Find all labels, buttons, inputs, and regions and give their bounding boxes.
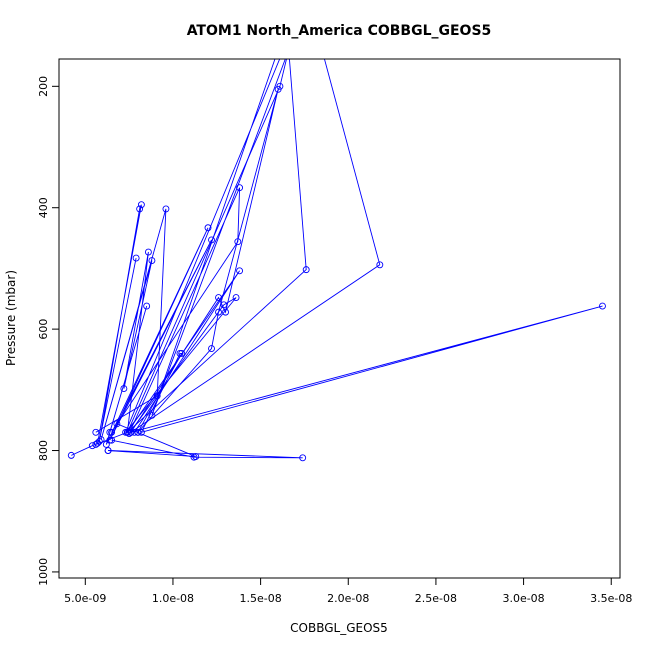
data-point bbox=[67, 451, 75, 459]
data-point bbox=[132, 254, 140, 262]
series-line bbox=[130, 305, 603, 433]
data-point bbox=[190, 453, 198, 461]
y-tick-label: 600 bbox=[37, 319, 50, 340]
data-point bbox=[108, 436, 116, 444]
y-axis-label: Pressure (mbar) bbox=[4, 270, 18, 366]
data-point bbox=[137, 428, 145, 436]
series-line bbox=[95, 208, 167, 445]
series-line bbox=[71, 204, 142, 456]
data-point bbox=[302, 266, 310, 274]
y-tick-label: 400 bbox=[37, 197, 50, 218]
data-point bbox=[104, 447, 112, 454]
data-point bbox=[176, 349, 184, 357]
data-point bbox=[232, 294, 240, 302]
data-point bbox=[127, 428, 135, 436]
data-point bbox=[204, 224, 212, 232]
data-point bbox=[215, 308, 222, 316]
data-point bbox=[94, 439, 102, 447]
data-point bbox=[148, 411, 156, 419]
series-line bbox=[126, 59, 307, 433]
data-point bbox=[222, 308, 229, 316]
data-point bbox=[97, 436, 105, 444]
data-point bbox=[144, 248, 152, 256]
series-layer bbox=[67, 59, 606, 462]
data-point bbox=[215, 294, 222, 302]
data-point bbox=[136, 205, 144, 213]
data-point bbox=[148, 257, 156, 264]
series-line bbox=[130, 89, 279, 433]
x-tick-label: 2.0e-08 bbox=[327, 592, 369, 605]
y-tick-label: 200 bbox=[37, 76, 50, 97]
x-tick-label: 3.5e-08 bbox=[590, 592, 632, 605]
data-point bbox=[92, 441, 100, 448]
data-point bbox=[113, 420, 121, 428]
data-point bbox=[299, 454, 307, 462]
x-tick-label: 1.0e-08 bbox=[152, 592, 194, 605]
y-axis: 200 400 600 800 1000 bbox=[37, 76, 60, 586]
x-axis: 5.0e-09 1.0e-08 1.5e-08 2.0e-08 2.5e-08 3.0e-… bbox=[64, 577, 632, 605]
data-point bbox=[236, 184, 244, 192]
data-point bbox=[134, 428, 142, 436]
data-point bbox=[376, 261, 384, 269]
data-point bbox=[162, 205, 170, 213]
data-point bbox=[122, 428, 130, 436]
data-point bbox=[102, 441, 110, 448]
x-tick-label: 2.5e-08 bbox=[415, 592, 457, 605]
data-point bbox=[208, 345, 215, 352]
data-point bbox=[106, 428, 114, 436]
x-tick-label: 3.0e-08 bbox=[502, 592, 544, 605]
data-point bbox=[137, 201, 145, 209]
data-point bbox=[178, 349, 186, 357]
series-line bbox=[108, 439, 303, 459]
x-tick-label: 5.0e-09 bbox=[64, 592, 106, 605]
data-point bbox=[599, 302, 606, 310]
chart-title: ATOM1 North_America COBBGL_GEOS5 bbox=[187, 23, 492, 39]
data-point bbox=[274, 85, 282, 93]
data-point bbox=[108, 428, 116, 436]
data-point bbox=[143, 302, 151, 310]
y-tick-label: 1000 bbox=[37, 558, 50, 586]
data-point bbox=[92, 428, 100, 436]
y-tick-label: 800 bbox=[37, 440, 50, 461]
x-axis-label: COBBGL_GEOS5 bbox=[290, 621, 388, 635]
series-line bbox=[105, 227, 212, 458]
x-tick-label: 1.5e-08 bbox=[239, 592, 281, 605]
data-point bbox=[123, 428, 131, 436]
series-line bbox=[111, 59, 381, 434]
data-point bbox=[236, 267, 244, 275]
